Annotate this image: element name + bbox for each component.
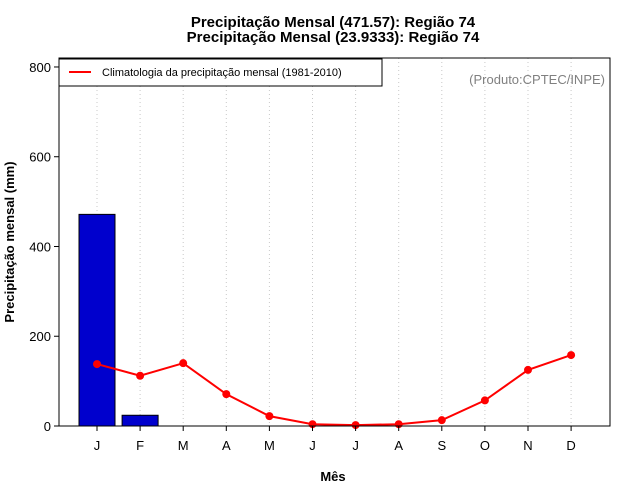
climatology-point-6 — [351, 421, 360, 430]
climatology-line — [96, 354, 572, 427]
climatology-point-10 — [524, 365, 532, 374]
climatology-series — [93, 351, 576, 430]
x-tick-label: A — [394, 438, 403, 453]
chart-subtitle: Precipitação Mensal (23.9333): Região 74 — [187, 29, 480, 46]
legend-box — [58, 58, 383, 87]
y-tick-label: 400 — [29, 239, 51, 254]
climatology-point-3 — [222, 390, 231, 399]
grid — [96, 58, 572, 426]
climatology-point-8 — [437, 416, 446, 425]
legend-entry-climatology: Climatologia da precipitação mensal (198… — [102, 67, 342, 79]
climatology-point-9 — [480, 396, 489, 405]
y-tick-label: 600 — [29, 150, 51, 165]
y-tick-label: 0 — [44, 419, 51, 434]
x-tick-label: J — [309, 438, 316, 453]
y-tick-label: 800 — [29, 60, 51, 75]
x-tick-label: D — [566, 438, 575, 453]
bar-1 — [121, 414, 159, 427]
x-tick-label: N — [523, 438, 532, 453]
bar-0 — [78, 213, 116, 427]
x-tick-label: J — [352, 438, 359, 453]
legend: Climatologia da precipitação mensal (198… — [58, 58, 383, 87]
y-axis: 0 200 400 600 800 — [29, 60, 59, 434]
chart-title: Precipitação Mensal (471.57): Região 74 — [191, 14, 476, 31]
x-tick-label: S — [437, 438, 446, 453]
x-tick-label: A — [222, 438, 231, 453]
y-axis-label: Precipitação mensal (mm) — [2, 161, 17, 322]
x-tick-label: J — [94, 438, 101, 453]
y-tick-label: 200 — [29, 329, 51, 344]
climatology-point-2 — [179, 359, 188, 368]
x-tick-label: F — [136, 438, 144, 453]
x-tick-label: M — [178, 438, 189, 453]
source-annotation: (Produto:CPTEC/INPE) — [469, 72, 605, 87]
climatology-point-4 — [265, 412, 274, 421]
bars — [78, 213, 159, 427]
climatology-point-11 — [567, 351, 576, 360]
plot-frame — [58, 57, 611, 427]
climatology-point-1 — [136, 371, 145, 380]
x-tick-label: M — [264, 438, 275, 453]
climatology-point-0 — [93, 360, 101, 369]
x-axis-label: Mês — [320, 469, 345, 484]
x-tick-label: O — [480, 438, 490, 453]
